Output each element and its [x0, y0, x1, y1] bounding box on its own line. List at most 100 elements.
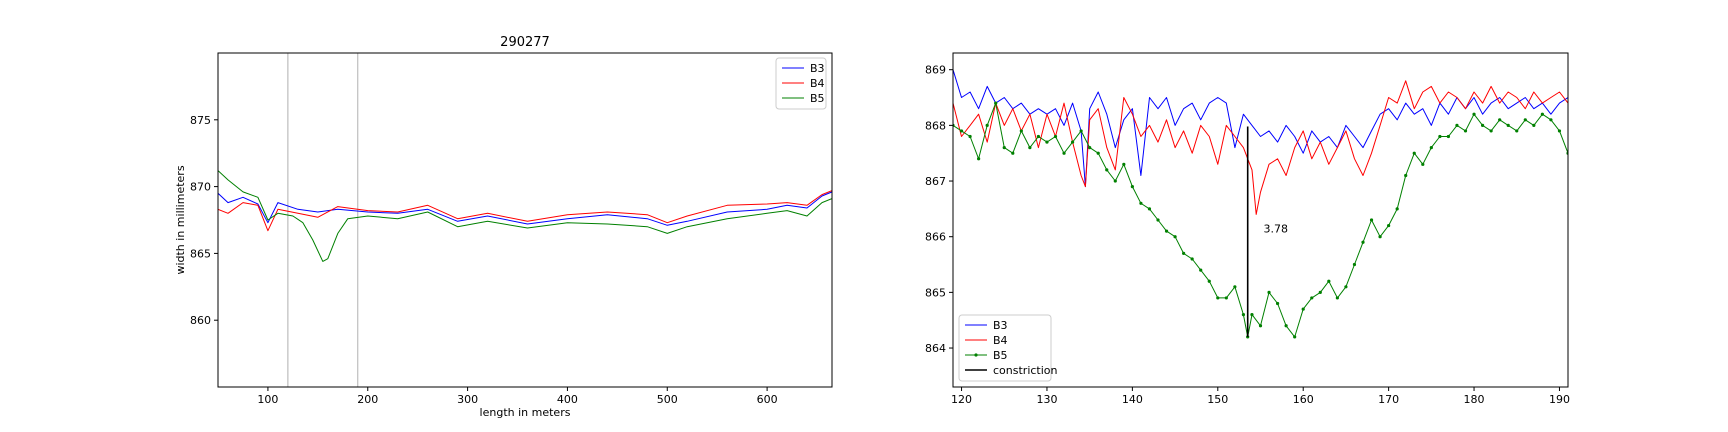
- series-point-b5: [1164, 229, 1169, 233]
- series-point-b5: [985, 123, 989, 127]
- chart-1-series: [218, 170, 832, 262]
- series-point-b5: [977, 157, 981, 161]
- y-tick-label: 866: [925, 231, 946, 244]
- series-point-b5: [1182, 251, 1186, 255]
- x-tick-label: 150: [1207, 393, 1228, 406]
- series-point-b5: [1113, 179, 1117, 183]
- series-point-b5: [1036, 134, 1041, 139]
- series-point-b5: [1369, 218, 1374, 222]
- y-tick-label: 870: [190, 181, 211, 194]
- series-point-b5: [1156, 218, 1160, 222]
- legend-label-b5: B5: [993, 349, 1008, 362]
- legend-label-b4: B4: [993, 334, 1008, 347]
- chart-2-series: [953, 69, 1568, 339]
- series-point-b5: [1412, 151, 1416, 155]
- series-point-b5: [1079, 129, 1083, 133]
- series-point-b5: [1310, 296, 1314, 300]
- series-point-b5: [1523, 118, 1527, 122]
- chart-1-x-ticks: 100 200 300 400 500 600: [257, 387, 778, 406]
- x-tick-label: 120: [951, 393, 972, 406]
- series-point-b5: [1557, 129, 1562, 133]
- legend-box: [958, 314, 1052, 382]
- series-point-b5: [1540, 112, 1544, 116]
- series-point-b5: [1233, 285, 1237, 289]
- series-point-b5: [1147, 207, 1152, 211]
- series-point-b5: [1207, 279, 1211, 283]
- legend-marker-b5: [974, 353, 978, 357]
- series-point-b5: [1105, 168, 1109, 172]
- chart-2: 120 130 140 150 160 170 180 190 864 865 866 867 868…: [925, 52, 1570, 406]
- chart-2-x-ticks: 120 130 140 150 160 170 180 190: [951, 387, 1570, 406]
- series-point-b5: [1327, 279, 1331, 283]
- series-point-b5: [1335, 296, 1339, 300]
- legend-label-constriction: constriction: [993, 364, 1058, 377]
- series-point-b5: [1429, 146, 1433, 150]
- series-point-b5: [1532, 123, 1536, 127]
- series-point-b5: [1293, 335, 1297, 339]
- series-point-b5: [994, 101, 998, 105]
- series-point-b5: [1284, 324, 1288, 328]
- series-point-b5: [1053, 134, 1058, 139]
- chart-1-legend: B3 B4 B5: [775, 57, 827, 110]
- chart-1: 290277 100 200 300 400 500 600 860 865 870 875 l…: [174, 35, 833, 419]
- x-tick-label: 160: [1293, 393, 1314, 406]
- series-point-b5: [1267, 290, 1271, 294]
- series-point-b5: [1361, 240, 1365, 244]
- series-point-b5: [1378, 235, 1382, 239]
- series-point-b5: [1455, 123, 1459, 127]
- series-point-b5: [1404, 173, 1408, 178]
- series-point-b5: [1344, 285, 1348, 289]
- series-point-b5: [1019, 129, 1023, 133]
- constriction-annotation: 3.78: [1264, 222, 1289, 235]
- x-tick-label: 140: [1122, 393, 1143, 406]
- series-point-b5: [1045, 140, 1049, 144]
- x-tick-label: 180: [1464, 393, 1485, 406]
- series-point-b5: [1062, 151, 1066, 155]
- y-tick-label: 875: [190, 114, 211, 127]
- series-point-b5: [1250, 313, 1254, 317]
- chart-1-vlines: [287, 53, 359, 387]
- series-point-b5: [1216, 296, 1220, 300]
- y-tick-label: 865: [925, 286, 946, 299]
- series-point-b5: [1480, 123, 1485, 127]
- series-point-b5: [1139, 201, 1143, 205]
- series-point-b5: [1301, 307, 1305, 311]
- series-point-b5: [1446, 134, 1451, 139]
- y-tick-label: 860: [190, 314, 211, 327]
- series-point-b5: [1438, 134, 1442, 139]
- x-tick-label: 400: [557, 393, 578, 406]
- series-point-b5: [1549, 118, 1553, 122]
- series-line-b4: [218, 190, 832, 232]
- x-tick-label: 170: [1378, 393, 1399, 406]
- series-point-b5: [1190, 257, 1194, 261]
- series-point-b5: [1387, 223, 1391, 228]
- series-point-b5: [1352, 262, 1357, 267]
- y-tick-label: 868: [925, 119, 946, 132]
- legend-label-b3: B3: [993, 319, 1008, 332]
- series-point-b5: [1421, 162, 1425, 166]
- series-point-b5: [1472, 112, 1476, 116]
- x-tick-label: 190: [1549, 393, 1570, 406]
- series-line-b4: [953, 80, 1568, 215]
- x-tick-label: 130: [1036, 393, 1057, 406]
- series-point-b5: [1028, 146, 1032, 150]
- series-point-b5: [1088, 146, 1092, 150]
- series-point-b5: [1002, 146, 1006, 150]
- series-point-b5: [1011, 151, 1015, 155]
- x-tick-label: 500: [657, 393, 678, 406]
- legend-label-b4: B4: [810, 77, 825, 90]
- series-line-b5: [218, 170, 832, 262]
- chart-1-title: 290277: [500, 35, 550, 50]
- chart-1-xlabel: length in meters: [480, 406, 571, 419]
- series-point-b5: [959, 129, 964, 133]
- y-tick-label: 869: [925, 64, 946, 77]
- series-point-b5: [1506, 123, 1510, 127]
- y-tick-label: 867: [925, 175, 946, 188]
- series-point-b5: [1318, 290, 1322, 294]
- series-point-b5: [1070, 140, 1075, 144]
- series-point-b5: [1489, 129, 1493, 133]
- series-point-b5: [1463, 129, 1468, 133]
- chart-1-y-ticks: 860 865 870 875: [190, 114, 218, 327]
- y-tick-label: 865: [190, 247, 211, 260]
